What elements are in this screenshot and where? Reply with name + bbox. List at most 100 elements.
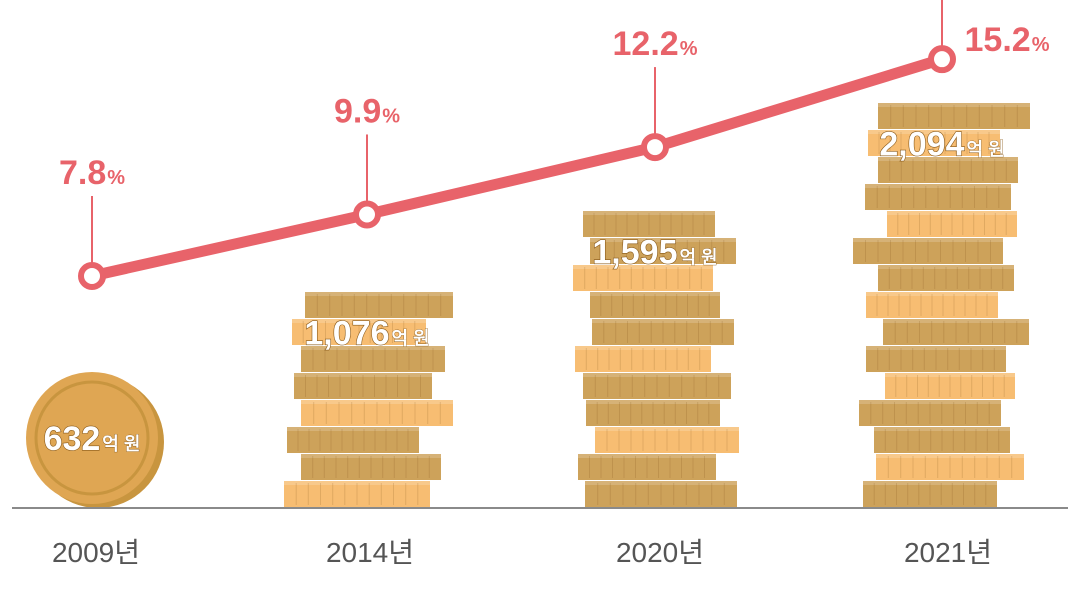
coin: [575, 346, 711, 372]
amount-value: 1,076: [304, 315, 389, 353]
coin-highlight: [287, 427, 419, 431]
coin: [592, 319, 734, 345]
coin-highlight: [878, 157, 1018, 161]
bar-2021년: [853, 103, 1030, 507]
percent-value: 12.2: [613, 25, 679, 63]
coin: [583, 211, 715, 237]
percent-unit: %: [107, 167, 125, 189]
percent-unit: %: [382, 105, 400, 127]
coin: [878, 265, 1014, 291]
coin-highlight: [578, 454, 716, 458]
coin: [590, 292, 720, 318]
percent-unit: %: [1032, 34, 1050, 56]
coin: [284, 481, 430, 507]
percent-label-2009년: 7.8%: [59, 154, 125, 192]
x-tick-2014년: 2014년: [326, 537, 414, 568]
coin-highlight: [876, 454, 1024, 458]
coin: [883, 319, 1029, 345]
coin-highlight: [301, 400, 453, 404]
coin-rim: [34, 380, 150, 496]
amount-unit: 억 원: [679, 248, 717, 268]
coin-face: [26, 372, 158, 504]
coin-highlight: [590, 292, 720, 296]
x-tick-labels: 2009년 2014년 2020년 2021년: [52, 537, 992, 568]
coin: [863, 481, 997, 507]
coin: [301, 346, 445, 372]
coin-highlight: [883, 319, 1029, 323]
percent-value: 9.9: [334, 92, 381, 130]
coin: [885, 373, 1015, 399]
coin-highlight: [573, 265, 713, 269]
coin: [585, 481, 737, 507]
point-2020년: [641, 133, 669, 162]
point-2009년: [78, 262, 106, 290]
coin: [586, 400, 720, 426]
coin-highlight: [301, 346, 445, 350]
percent-line-series: 7.8%9.9%12.2% 15.2%: [59, 0, 1050, 290]
coin-highlight: [590, 238, 736, 242]
coin: [865, 184, 1011, 210]
coin-highlight: [863, 481, 997, 485]
coin-highlight: [887, 211, 1017, 215]
coin-highlight: [586, 400, 720, 404]
amount-label-2014년: 1,076 억 원: [304, 315, 429, 353]
coin: [866, 292, 998, 318]
coin: [866, 346, 1006, 372]
coin-highlight: [292, 319, 426, 323]
coin: [305, 292, 453, 318]
amount-unit: 억 원: [966, 140, 1004, 160]
amount-unit: 억 원: [102, 434, 140, 454]
coin: [868, 130, 1000, 156]
bar-2020년: [573, 211, 739, 507]
coin: [583, 373, 731, 399]
coin-highlight: [865, 184, 1011, 188]
bar-2009년: [26, 372, 164, 508]
coin-highlight: [284, 481, 430, 485]
amount-unit: 억 원: [391, 329, 429, 349]
x-tick-2021년: 2021년: [904, 537, 992, 568]
coin-highlight: [866, 292, 998, 296]
percent-value: 15.2: [965, 21, 1031, 59]
point-2014년: [353, 200, 381, 229]
coin: [878, 157, 1018, 183]
percent-unit: %: [680, 38, 698, 60]
coin: [301, 400, 453, 426]
point-2021년: [928, 45, 956, 74]
x-tick-2009년: 2009년: [52, 537, 140, 568]
percent-label-2021년: 15.2%: [965, 21, 1050, 59]
percent-value: 7.8: [59, 154, 106, 192]
coin-highlight: [885, 373, 1015, 377]
coin: [287, 427, 419, 453]
coin-highlight: [592, 319, 734, 323]
coin-stacks: [26, 103, 1030, 508]
coin-highlight: [301, 454, 441, 458]
coin: [578, 454, 716, 480]
coin: [301, 454, 441, 480]
coin-highlight: [859, 400, 1001, 404]
coin-highlight: [595, 427, 739, 431]
amount-label-2020년: 1,595 억 원: [592, 234, 717, 272]
coin: [887, 211, 1017, 237]
coin: [859, 400, 1001, 426]
coin: [573, 265, 713, 291]
amount-value: 1,595: [592, 234, 677, 272]
coin: [294, 373, 432, 399]
percent-label-2020년: 12.2%: [613, 25, 698, 63]
x-tick-2020년: 2020년: [616, 537, 704, 568]
coin: [878, 103, 1030, 129]
coin: [876, 454, 1024, 480]
coin-highlight: [583, 373, 731, 377]
coin: [874, 427, 1010, 453]
amount-value: 632: [44, 420, 101, 458]
coin-highlight: [878, 265, 1014, 269]
coin-highlight: [294, 373, 432, 377]
coin-highlight: [585, 481, 737, 485]
amount-labels: 632 억 원1,076 억 원1,595 억 원2,094 억 원: [43, 125, 1005, 459]
coin-highlight: [874, 427, 1010, 431]
coin-highlight: [878, 103, 1030, 107]
coin: [853, 238, 1003, 264]
coin: [292, 319, 426, 345]
coin-highlight: [868, 130, 1000, 134]
coin-highlight: [853, 238, 1003, 242]
